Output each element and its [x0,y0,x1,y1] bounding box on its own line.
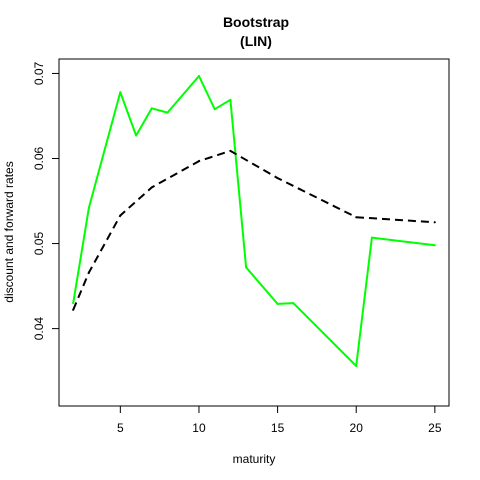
series-1-point [229,98,232,101]
chart-title: Bootstrap [223,14,289,30]
series-1-point [245,266,248,269]
series-1-point [72,302,75,305]
series-1-point [213,108,216,111]
series-1-point [197,75,200,78]
x-axis: 5 10 15 20 25 [117,405,442,435]
series-2-point [87,271,90,274]
series-2-point [197,160,200,163]
series-2-point [229,149,232,152]
series-2-point [433,221,436,224]
x-tick-label: 20 [350,421,364,435]
x-tick-label: 25 [428,421,442,435]
chart-subtitle: (LIN) [240,33,272,49]
series-1-point [119,91,122,94]
y-tick-label: 0.06 [32,147,46,171]
x-tick-label: 10 [192,421,206,435]
y-axis-label: discount and forward rates [2,161,16,302]
series-1-point [355,365,358,368]
series-1-point [135,134,138,137]
series-line-2 [72,149,435,311]
series-1-point [433,244,436,247]
series-2-point [72,308,75,311]
x-tick-label: 5 [117,421,124,435]
y-tick-label: 0.05 [32,232,46,256]
series-line-1 [72,75,435,367]
series-1-point [87,206,90,209]
y-axis: 0.04 0.05 0.06 0.07 [32,61,60,341]
series-1-point [292,302,295,305]
series-1-point [166,111,169,114]
y-tick-label: 0.07 [32,61,46,85]
series-2-point [150,186,153,189]
series-2-point [119,214,122,217]
series-2-point [355,216,358,219]
y-tick-label: 0.04 [32,317,46,341]
series-1-point [150,107,153,110]
x-axis-label: maturity [233,452,276,466]
series-1-point [370,236,373,239]
series-1-point [276,302,279,305]
series-layer [72,75,436,368]
x-tick-label: 15 [271,421,285,435]
plot-frame [58,58,450,407]
series-2-point [276,177,279,180]
